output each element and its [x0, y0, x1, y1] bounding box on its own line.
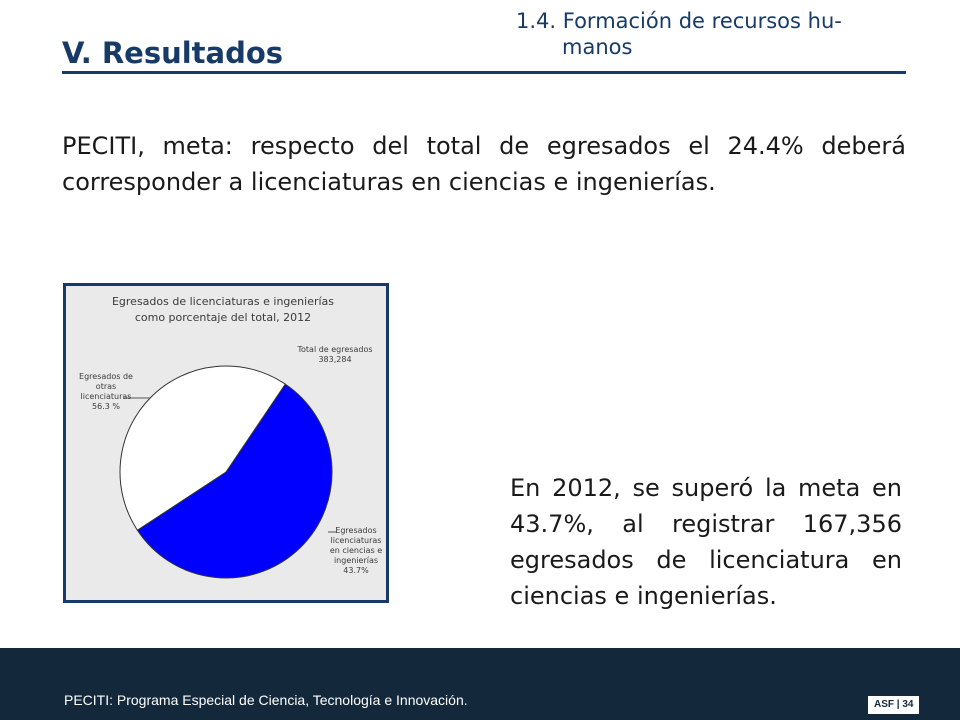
- chart-title-line2: como porcentaje del total, 2012: [135, 311, 311, 324]
- section-title-line1: 1.4. Formación de recursos hu-: [516, 9, 842, 33]
- footer-note: PECITI: Programa Especial de Ciencia, Te…: [64, 692, 468, 708]
- pie-chart-panel: Egresados de licenciaturas e ingenierías…: [63, 283, 389, 603]
- pie-slice-label-0-line-3: 56.3 %: [92, 402, 120, 411]
- pie-slice-label-0-line-0: Egresados de: [79, 372, 133, 381]
- pie-slice-label-1-line-4: 43.7%: [343, 566, 369, 575]
- slide-title: V. Resultados: [62, 36, 284, 70]
- pie-slice-label-1-line-2: en ciencias e: [330, 546, 382, 555]
- conclusion-paragraph: En 2012, se superó la meta en 43.7%, al …: [510, 474, 902, 610]
- pie-slice-0: [136, 383, 333, 579]
- pie-slice-label-0-line-2: licenciaturas: [81, 392, 132, 401]
- chart-title-line1: Egresados de licenciaturas e ingenierías: [112, 295, 334, 308]
- pie-slice-label-1-line-1: licenciaturas: [331, 536, 382, 545]
- pie-chart: Egresados de licenciaturas e ingenierías…: [79, 295, 382, 579]
- pie-slice-label-0-line-1: otras: [96, 382, 116, 391]
- pie-slice-label-1-line-3: ingenierías: [334, 556, 378, 565]
- page-number-badge: ASF | 34: [868, 696, 920, 714]
- chart-total-label-line2: 383,284: [318, 355, 351, 364]
- chart-total-label-line1: Total de egresados: [296, 345, 372, 354]
- intro-paragraph: PECITI, meta: respecto del total de egre…: [62, 132, 906, 196]
- section-title: 1.4. Formación de recursos hu- manos: [516, 8, 896, 60]
- section-title-line2: manos: [562, 35, 633, 59]
- footer-bar: PECITI: Programa Especial de Ciencia, Te…: [0, 648, 960, 720]
- pie-slice-label-1-line-0: Egresados: [335, 526, 376, 535]
- pie-slice-1: [119, 365, 286, 531]
- title-underline: [62, 71, 906, 74]
